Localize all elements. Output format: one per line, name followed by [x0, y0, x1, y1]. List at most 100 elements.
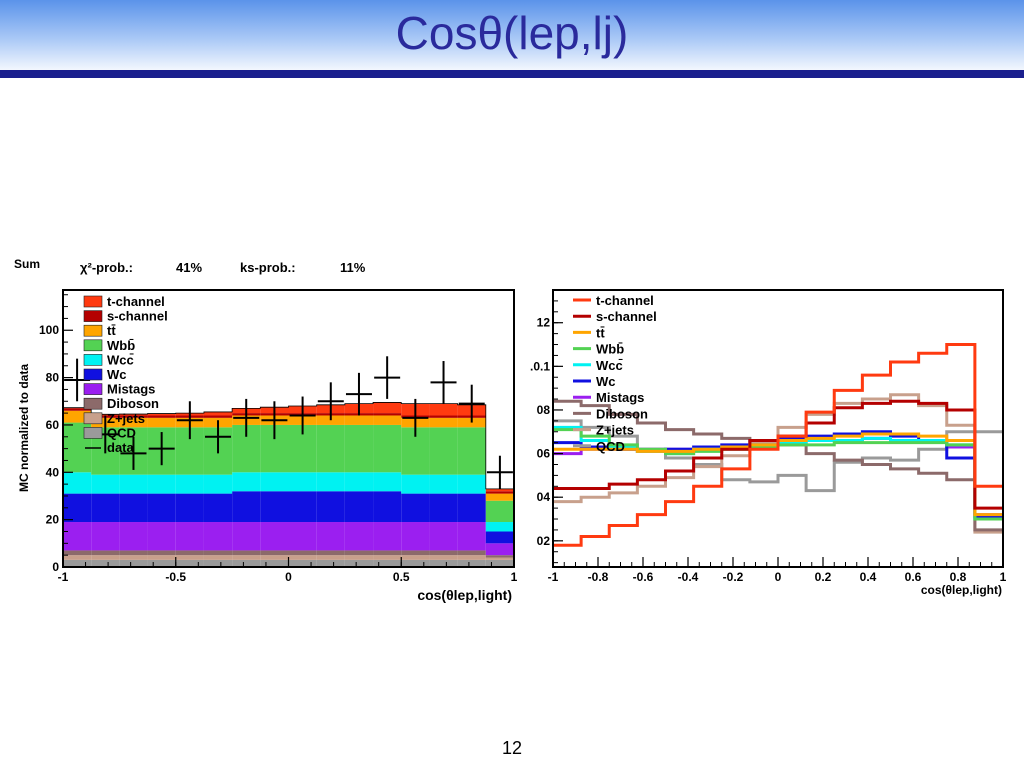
legend-swatch-mistags	[83, 383, 103, 395]
bar-s-channel-11	[373, 413, 402, 416]
bar-wc-14	[457, 493, 486, 523]
bar-zjets-0	[63, 555, 92, 560]
bar-wcc-7	[260, 472, 289, 492]
chi2-value: 41%	[176, 260, 202, 275]
bar-wcc-1	[91, 474, 120, 494]
bar-wc-15	[485, 531, 514, 544]
left-axes: 0 20 40 60 80 100 -1 -0.5 0 0.5 1	[39, 294, 518, 584]
left-x-tick--1: -1	[58, 570, 69, 584]
bar-mistags-6	[232, 522, 261, 551]
bar-zjets-11	[373, 555, 402, 560]
bar-mistags-14	[457, 522, 486, 551]
bar-zjets-12	[401, 555, 430, 560]
left-y-tick-20: 20	[46, 513, 60, 527]
bar-mistags-15	[485, 543, 514, 556]
bar-qcd-1	[91, 559, 120, 567]
bar-qcd-4	[175, 559, 204, 567]
bar-wc-3	[147, 493, 176, 523]
bar-qcd-13	[429, 559, 458, 567]
bar-t-channel-15	[485, 488, 514, 492]
left-x-axis-label: cos(θlep,light)	[417, 587, 512, 603]
bar-wcc-10	[344, 472, 374, 492]
bar-wc-4	[175, 493, 204, 523]
bar-mistags-11	[373, 522, 402, 551]
legend-swatch-wc	[83, 368, 103, 381]
bar-qcd-3	[147, 559, 176, 567]
bar-zjets-15	[485, 557, 514, 560]
bar-diboson-1	[91, 550, 120, 556]
bar-ttbar-3	[147, 417, 176, 428]
sum-label: Sum	[14, 257, 40, 271]
bar-s-channel-3	[147, 415, 176, 418]
bar-qcd-7	[260, 559, 289, 567]
title-rule	[0, 70, 1024, 78]
legend-label-wbb: Wbb̄	[107, 338, 135, 353]
bar-wc-8	[288, 491, 317, 523]
bar-wc-12	[401, 493, 430, 523]
bar-zjets-8	[288, 555, 317, 560]
bar-mistags-9	[316, 522, 345, 551]
left-y-axis-label: MC normalized to data	[17, 364, 31, 492]
bar-qcd-9	[316, 559, 345, 567]
left-x-tick-1: 1	[511, 570, 518, 584]
bar-zjets-14	[457, 555, 486, 560]
bar-diboson-2	[119, 550, 148, 556]
bar-zjets-5	[203, 555, 233, 560]
bar-mistags-3	[147, 522, 176, 551]
bar-zjets-7	[260, 555, 289, 560]
legend-label-ttbar: tt̄	[107, 323, 116, 338]
bar-wc-7	[260, 491, 289, 523]
bar-mistags-7	[260, 522, 289, 551]
page-number: 12	[501, 738, 523, 758]
bar-diboson-5	[203, 550, 233, 556]
bar-zjets-4	[175, 555, 204, 560]
bar-diboson-15	[485, 555, 514, 558]
bar-wcc-4	[175, 474, 204, 494]
bar-mistags-1	[91, 522, 120, 551]
bar-wcc-0	[63, 472, 92, 494]
left-x-tick-0: 0	[285, 570, 292, 584]
legend-swatch-wcc	[83, 354, 103, 366]
bar-zjets-6	[232, 555, 261, 560]
bar-wcc-2	[119, 474, 148, 494]
bar-wc-10	[344, 491, 374, 523]
left-legend: t-channels-channeltt̄Wbb̄Wcc̄WcMistagsDi…	[83, 294, 168, 455]
bar-diboson-4	[175, 550, 204, 556]
bar-diboson-7	[260, 550, 289, 556]
bar-diboson-12	[401, 550, 430, 556]
bar-wc-5	[203, 493, 233, 523]
bar-qcd-10	[344, 559, 374, 567]
bar-s-channel-15	[485, 491, 514, 494]
bar-t-channel-1	[91, 414, 120, 416]
bar-wbb-14	[457, 427, 486, 475]
ks-label: ks-prob.:	[240, 260, 296, 275]
legend-swatch-diboson	[83, 397, 103, 410]
bar-wcc-14	[457, 474, 486, 494]
bar-ttbar-11	[373, 415, 402, 425]
legend-label-data: data	[107, 440, 135, 455]
legend-swatch-ttbar	[83, 324, 103, 337]
bar-wbb-11	[373, 424, 402, 473]
left-y-tick-60: 60	[46, 418, 60, 432]
legend-label-qcd: QCD	[107, 425, 136, 440]
bar-wbb-13	[429, 427, 458, 475]
left-x-tick--0.5: -0.5	[165, 570, 186, 584]
data-points	[64, 356, 513, 489]
bar-s-channel-2	[119, 415, 148, 418]
bar-diboson-13	[429, 550, 458, 556]
bar-diboson-6	[232, 550, 261, 556]
bar-ttbar-15	[485, 493, 514, 501]
slide-title: Cosθ(lep,lj)	[395, 7, 629, 59]
bar-t-channel-3	[147, 413, 176, 416]
bar-wcc-8	[288, 472, 317, 492]
bar-qcd-12	[401, 559, 430, 567]
left-y-tick-100: 100	[39, 323, 59, 337]
left-x-tick-0.5: 0.5	[393, 570, 410, 584]
bar-wc-9	[316, 491, 345, 523]
legend-label-s-channel: s-channel	[107, 309, 168, 324]
title-band	[0, 0, 1024, 70]
bar-t-channel-5	[203, 411, 233, 416]
bar-zjets-10	[344, 555, 374, 560]
bar-qcd-0	[63, 559, 92, 567]
